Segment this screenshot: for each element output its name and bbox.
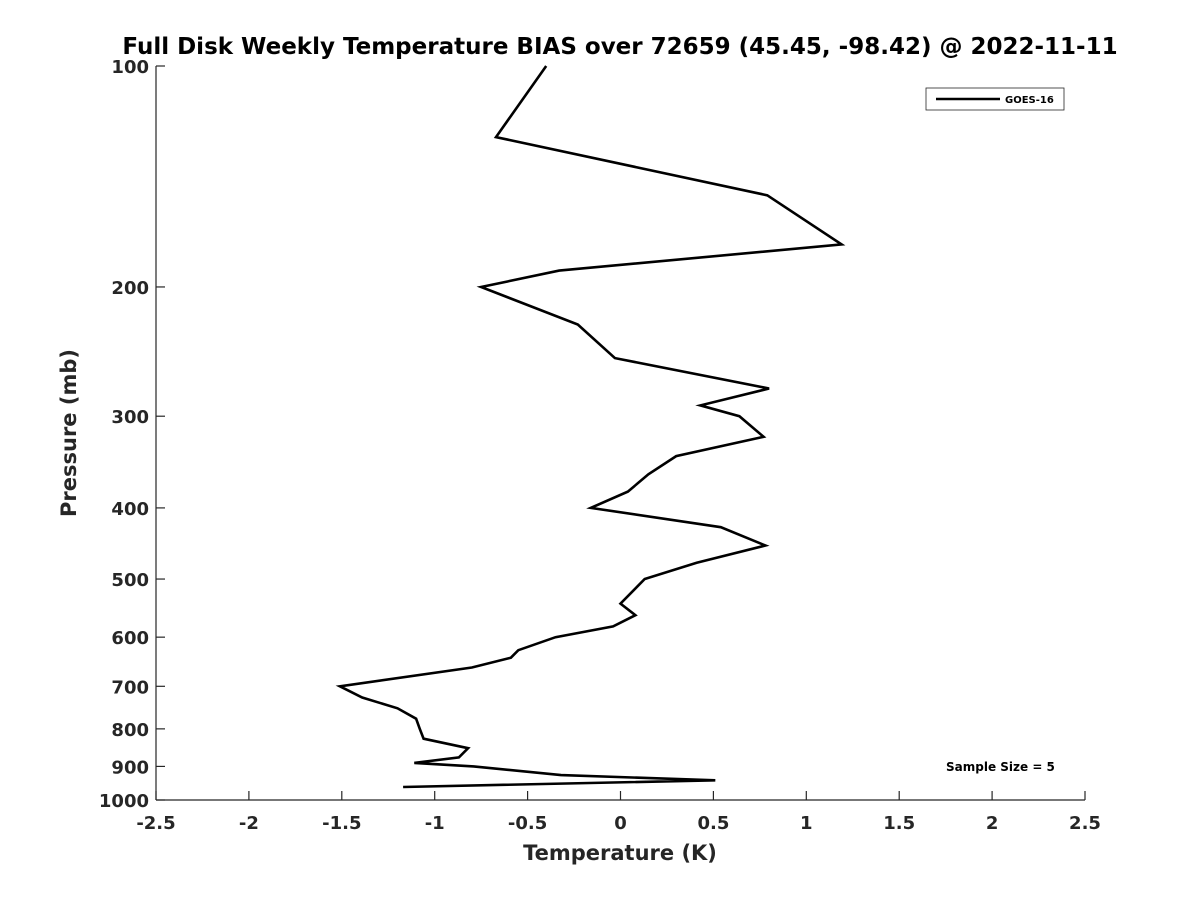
legend: GOES-16 (925, 87, 1065, 111)
chart-title: Full Disk Weekly Temperature BIAS over 7… (122, 34, 1117, 60)
x-tick-label: -0.5 (508, 813, 547, 834)
y-ticks: 100 200 300 400 500 600 700 800 900 1000 (99, 57, 165, 812)
y-tick-label: 900 (111, 757, 149, 778)
x-ticks: -2.5 -2 -1.5 -1 -0.5 0 0.5 1 1.5 2 2.5 (136, 791, 1101, 834)
x-tick-label: 1 (800, 813, 813, 834)
x-tick-label: 1.5 (883, 813, 915, 834)
y-tick-label: 500 (111, 570, 149, 591)
x-axis-label: Temperature (K) (523, 841, 717, 865)
y-tick-label: 300 (111, 407, 149, 428)
sample-size-annotation: Sample Size = 5 (946, 760, 1055, 774)
legend-label-goes-16: GOES-16 (1005, 95, 1054, 106)
series-line-goes-16 (335, 65, 846, 789)
y-tick-label: 100 (111, 57, 149, 78)
x-tick-label: -2 (239, 813, 259, 834)
y-tick-label: 700 (111, 677, 149, 698)
y-tick-label: 1000 (99, 791, 149, 812)
y-tick-label: 800 (111, 720, 149, 741)
x-tick-label: 2 (986, 813, 999, 834)
x-tick-label: 0.5 (697, 813, 729, 834)
y-tick-label: 600 (111, 628, 149, 649)
x-tick-label: -2.5 (136, 813, 175, 834)
y-axis-label: Pressure (mb) (57, 349, 81, 517)
x-tick-label: -1.5 (322, 813, 361, 834)
x-tick-label: -1 (425, 813, 445, 834)
y-tick-label: 400 (111, 499, 149, 520)
x-tick-label: 2.5 (1069, 813, 1101, 834)
y-tick-label: 200 (111, 278, 149, 299)
plot-area: -2.5 -2 -1.5 -1 -0.5 0 0.5 1 1.5 2 2.5 100 200 300 40… (99, 57, 1101, 834)
x-tick-label: 0 (614, 813, 627, 834)
